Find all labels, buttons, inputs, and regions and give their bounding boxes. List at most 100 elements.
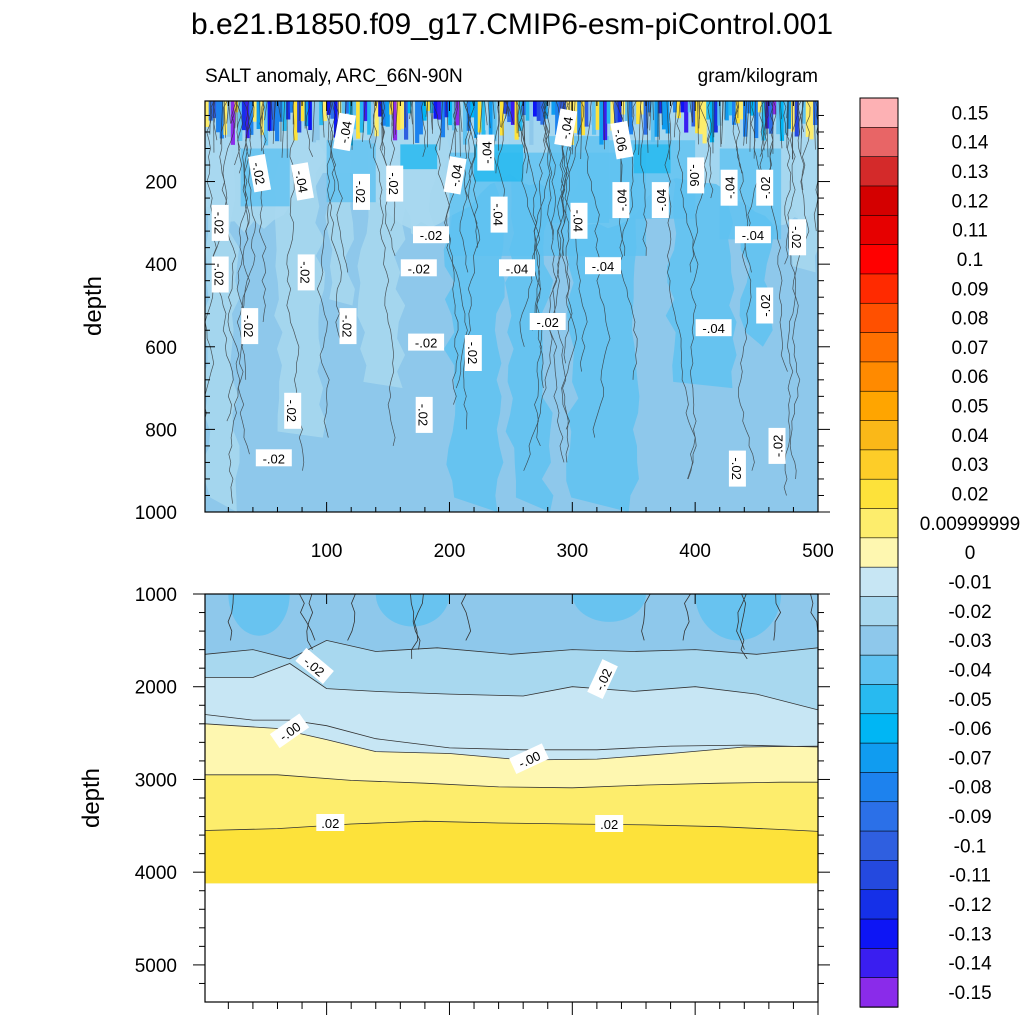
surface-stripe	[374, 101, 379, 137]
upper-contour-label: -.04	[734, 226, 771, 244]
contour-line	[753, 101, 756, 159]
contour-line	[676, 101, 694, 273]
contour-line	[783, 101, 796, 496]
contour-line	[429, 101, 433, 130]
contour-line	[666, 101, 671, 160]
label-box	[720, 169, 738, 206]
colorbar-label: 0.14	[952, 133, 989, 154]
contour-line	[721, 101, 724, 145]
surface-stripe	[720, 101, 726, 145]
contour-line	[621, 101, 637, 256]
contour-line	[421, 101, 426, 157]
label-box	[695, 319, 732, 337]
y-tick-label: 800	[145, 420, 177, 441]
contour-line	[219, 101, 250, 455]
upper-contour-label: -.02	[297, 254, 315, 291]
contour-line	[547, 101, 551, 117]
surface-stripe	[525, 101, 530, 121]
surface-stripe	[540, 101, 545, 125]
y-tick-label: 1000	[135, 585, 177, 606]
contour-line	[561, 101, 585, 430]
contour-line	[682, 594, 691, 641]
upper-contour-label: -.04	[477, 134, 495, 171]
surface-stripe	[532, 101, 538, 117]
surface-stripe	[304, 101, 309, 127]
colorbar-label: -0.08	[948, 778, 991, 799]
label-box	[529, 313, 566, 330]
upper-contour-label: -.02	[408, 333, 445, 351]
upper-contour-label: -.02	[211, 256, 229, 293]
contour-line	[242, 101, 250, 240]
lower-contour-labels: -.02 -.02-.00-.00.02.02	[269, 647, 624, 832]
label-box	[499, 259, 535, 277]
contour-label-text: -.02	[212, 263, 227, 285]
colorbar-swatch	[859, 918, 899, 950]
colorbar-swatch	[859, 449, 899, 480]
contour-line	[270, 101, 273, 120]
upper-contour-label: -.04	[290, 162, 314, 201]
surface-stripe	[311, 101, 317, 143]
label-box	[651, 182, 669, 219]
surface-stripe	[396, 101, 401, 130]
upper-contour-label: -.04	[612, 182, 630, 219]
surface-stripe	[658, 101, 663, 114]
x-tick-label: 400	[679, 541, 711, 562]
colorbar-swatch	[859, 361, 899, 392]
surface-stripe	[776, 101, 781, 135]
contour-line	[431, 101, 459, 405]
contour-line	[778, 101, 783, 149]
surface-stripe	[462, 101, 468, 145]
upper-patch	[400, 144, 438, 170]
colorbar-swatch	[859, 977, 899, 1008]
surface-stripe	[761, 101, 766, 141]
contour-line	[326, 101, 334, 141]
colorbar-label: -0.01	[948, 573, 991, 594]
surface-stripe	[352, 101, 357, 130]
surface-stripe	[813, 101, 818, 126]
contour-label-text: -.02	[340, 315, 355, 337]
colorbar-swatch	[859, 244, 899, 275]
surface-stripe	[636, 101, 641, 125]
contour-line	[269, 101, 271, 132]
contour-label-text: -.02	[420, 228, 442, 243]
colorbar-label: -0.1	[954, 836, 987, 857]
surface-stripe	[647, 101, 652, 113]
contour-line	[459, 101, 463, 132]
contour-line	[223, 101, 226, 138]
label-box	[443, 156, 467, 195]
colorbar-swatch	[859, 801, 899, 832]
contour-label-text: -.02	[758, 176, 773, 198]
contour-line	[543, 101, 547, 142]
contour-line	[724, 101, 726, 120]
contour-label-text: -.02	[789, 226, 804, 248]
lower-contour-label: .02	[595, 815, 624, 832]
contour-label-text: -.02	[465, 342, 480, 364]
contour-line	[784, 101, 802, 265]
surface-stripe	[426, 101, 431, 112]
surface-stripe	[717, 101, 722, 126]
contour-line	[719, 101, 722, 147]
surface-stripe	[256, 101, 261, 130]
label-box	[353, 173, 370, 210]
contour-label-text: -.04	[654, 189, 669, 211]
surface-stripe	[333, 101, 339, 138]
surface-stripe	[588, 101, 593, 126]
contour-label-text: -.04	[447, 163, 466, 188]
contour-line	[227, 594, 234, 641]
y-tick-label: 5000	[135, 956, 177, 977]
contour-label-text: -.02	[263, 451, 285, 466]
figure-title: b.e21.B1850.f09_g17.CMIP6-esm-piControl.…	[191, 8, 833, 41]
surface-stripe	[754, 101, 759, 139]
contour-line	[699, 101, 714, 199]
surface-stripe	[400, 101, 405, 129]
contour-line	[260, 101, 264, 139]
upper-contour-label: -.04	[695, 319, 732, 337]
contour-line	[391, 101, 393, 127]
colorbar-label: -0.12	[948, 895, 991, 916]
surface-stripe	[315, 101, 320, 141]
surface-stripe	[551, 101, 556, 115]
contour-label-text: -.02	[771, 435, 786, 457]
contour-line	[534, 101, 551, 389]
contour-line	[205, 663, 818, 711]
